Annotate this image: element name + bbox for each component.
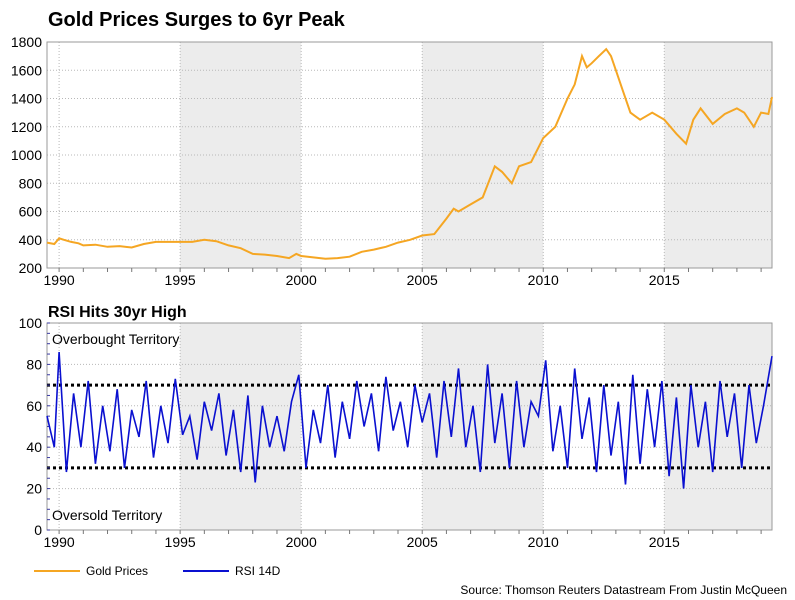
legend: Gold Prices RSI 14D <box>34 564 281 578</box>
bottom-y-tick-labels: 0 20 40 60 80 100 <box>19 315 50 538</box>
top-chart-title: Gold Prices Surges to 6yr Peak <box>48 9 346 31</box>
bottom-gridlines <box>47 323 772 530</box>
y-tick-label: 1400 <box>11 91 42 107</box>
source-note: Source: Thomson Reuters Datastream From … <box>460 583 787 597</box>
y-tick-label: 1800 <box>11 34 42 50</box>
rsi-14d-line <box>46 351 773 489</box>
x-tick-label: 1995 <box>165 272 196 288</box>
rsi-chart: RSI Hits 30yr High 0 20 40 60 80 100 1990 1995… <box>19 304 773 550</box>
gold-prices-line <box>46 47 773 260</box>
y-tick-label: 800 <box>19 175 43 191</box>
shaded-band-0 <box>180 323 302 530</box>
rsi-reference-lines <box>47 383 772 470</box>
x-tick-label: 2005 <box>407 534 438 550</box>
y-tick-label: 1200 <box>11 119 42 135</box>
top-gridlines <box>47 42 772 268</box>
x-tick-label: 2005 <box>407 272 438 288</box>
x-tick-label: 2000 <box>286 534 317 550</box>
x-tick-label: 2010 <box>528 534 559 550</box>
x-tick-label: 1990 <box>44 272 75 288</box>
top-plot-frame <box>46 41 773 269</box>
y-tick-label: 60 <box>26 398 42 414</box>
x-tick-label: 1995 <box>165 534 196 550</box>
bottom-shaded-bands <box>180 323 772 530</box>
top-x-tick-labels: 1990 1995 2000 2005 2010 2015 <box>44 268 762 288</box>
y-tick-label: 1600 <box>11 62 42 78</box>
shaded-band-2 <box>664 42 772 268</box>
x-tick-label: 2015 <box>649 272 680 288</box>
y-tick-label: 200 <box>19 260 43 276</box>
gold-price-chart: Gold Prices Surges to 6yr Peak 200 400 600… <box>11 9 773 288</box>
bottom-x-tick-labels: 1990 1995 2000 2005 2010 2015 <box>44 530 762 550</box>
shaded-band-0 <box>180 42 302 268</box>
shaded-band-2 <box>664 323 772 530</box>
legend-label-rsi: RSI 14D <box>235 564 281 578</box>
y-tick-label: 600 <box>19 204 43 220</box>
oversold-annotation: Oversold Territory <box>52 507 162 523</box>
y-tick-label: 100 <box>19 315 43 331</box>
y-tick-label: 40 <box>26 439 42 455</box>
y-tick-label: 20 <box>26 481 42 497</box>
legend-label-gold: Gold Prices <box>86 564 148 578</box>
y-tick-label: 1000 <box>11 147 42 163</box>
y-tick-label: 400 <box>19 232 43 248</box>
x-tick-label: 2015 <box>649 534 680 550</box>
x-tick-label: 2010 <box>528 272 559 288</box>
x-tick-label: 2000 <box>286 272 317 288</box>
y-tick-label: 0 <box>34 522 42 538</box>
overbought-annotation: Overbought Territory <box>52 331 179 347</box>
x-tick-label: 1990 <box>44 534 75 550</box>
top-y-tick-labels: 200 400 600 800 1000 1200 1400 1600 1800 <box>11 34 42 276</box>
y-tick-label: 80 <box>26 356 42 372</box>
bottom-chart-title: RSI Hits 30yr High <box>48 304 187 321</box>
